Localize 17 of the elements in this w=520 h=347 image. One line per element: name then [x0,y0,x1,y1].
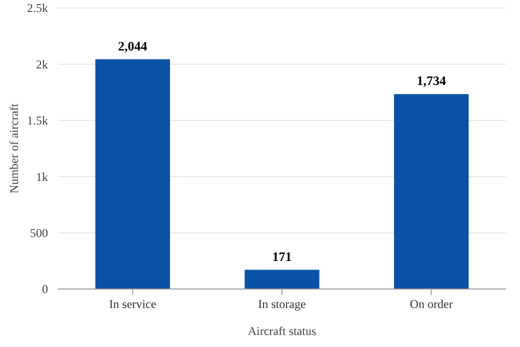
x-tick-label: In storage [258,297,306,311]
bar [244,270,320,289]
y-tick-label: 1.5k [27,114,48,128]
bar [95,59,170,289]
x-tick-label: On order [410,297,453,311]
y-tick-label: 2k [36,57,48,72]
y-tick-label: 1k [36,170,48,184]
data-label: 1,734 [416,73,446,88]
y-tick-label: 0 [42,282,48,296]
y-tick-label: 2.5k [27,1,48,16]
y-axis-title: Number of aircraft [7,102,21,194]
bar [394,94,469,289]
x-axis-title: Aircraft status [248,324,316,338]
x-tick-label: In service [109,297,156,311]
y-tick-label: 500 [30,226,48,240]
data-label: 2,044 [118,38,148,54]
data-label: 171 [272,248,292,264]
